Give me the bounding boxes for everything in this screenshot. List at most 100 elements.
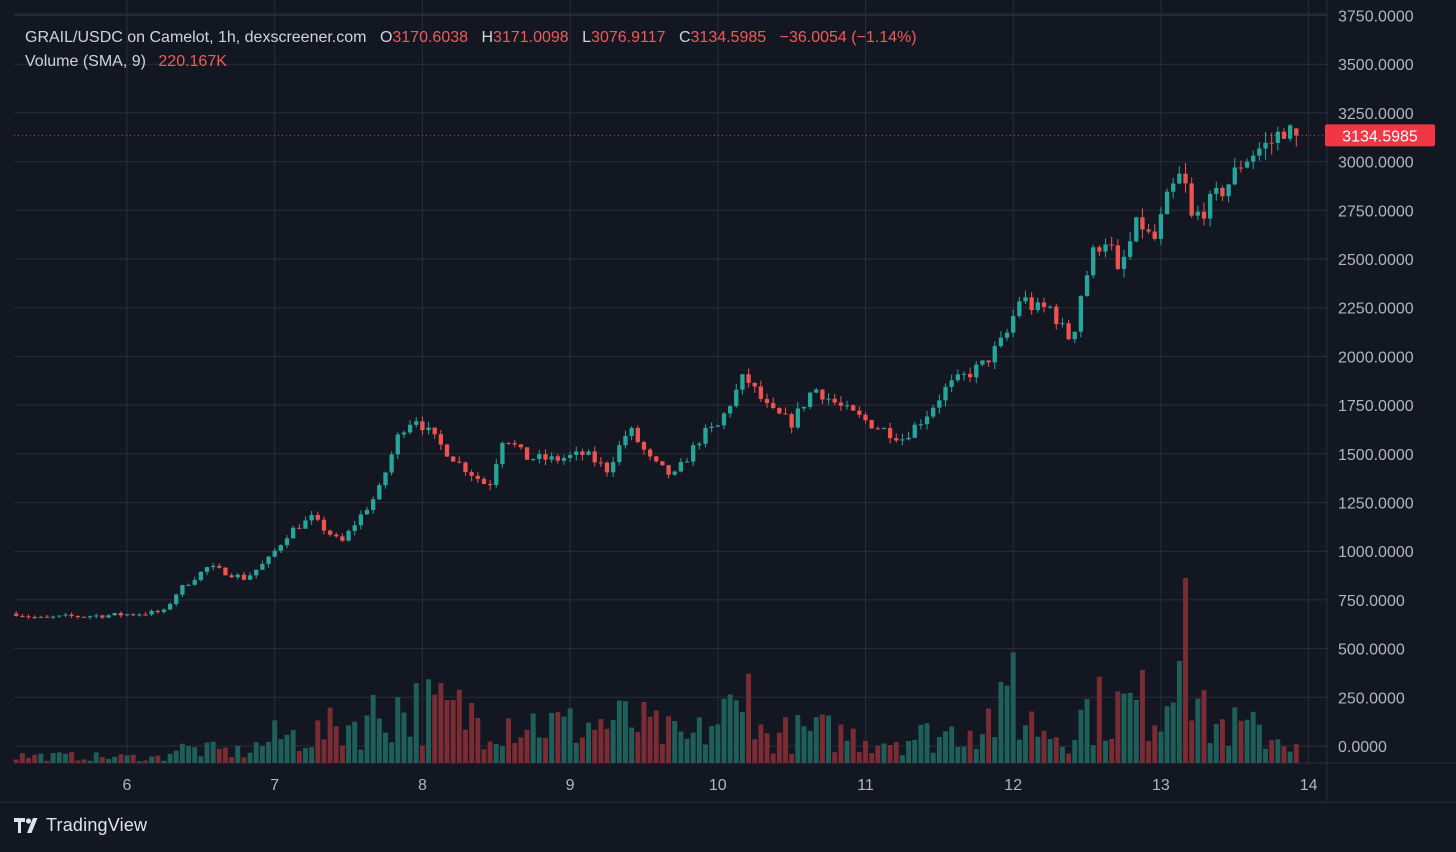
volume-bar bbox=[1115, 691, 1121, 763]
close-value: 3134.5985 bbox=[690, 29, 767, 46]
volume-bar bbox=[296, 751, 302, 763]
volume-bar bbox=[278, 739, 284, 763]
candle-body bbox=[727, 406, 733, 414]
candle-body bbox=[211, 565, 216, 568]
candle-body bbox=[1127, 241, 1133, 257]
volume-bar bbox=[99, 757, 105, 763]
candle-body bbox=[1041, 302, 1047, 307]
candle-body bbox=[1269, 142, 1274, 144]
volume-bar bbox=[223, 747, 228, 763]
volume-bar bbox=[844, 740, 850, 763]
volume-bar bbox=[881, 743, 887, 763]
candle-body bbox=[641, 442, 647, 450]
volume-bar bbox=[487, 741, 493, 763]
candle-body bbox=[106, 615, 111, 618]
volume-bar bbox=[303, 748, 308, 763]
volume-bar bbox=[253, 742, 259, 763]
time-tick-label: 7 bbox=[270, 777, 279, 794]
candle-body bbox=[992, 346, 997, 363]
volume-bar bbox=[118, 754, 124, 763]
candle-body bbox=[586, 451, 591, 455]
candle-body bbox=[241, 574, 247, 580]
candle-body bbox=[487, 483, 493, 486]
volume-bar bbox=[241, 757, 247, 763]
volume-bar bbox=[918, 724, 924, 763]
volume-bar bbox=[456, 689, 462, 763]
volume-bar bbox=[949, 726, 955, 763]
volume-bar bbox=[1084, 699, 1090, 763]
candle-body bbox=[1023, 297, 1028, 302]
volume-bar bbox=[524, 729, 530, 763]
volume-bar bbox=[284, 734, 290, 763]
volume-bar bbox=[795, 714, 801, 763]
open-label: O bbox=[379, 29, 393, 46]
candle-body bbox=[1207, 193, 1213, 219]
candle-body bbox=[481, 478, 487, 484]
volume-bar bbox=[783, 717, 788, 763]
candle-body bbox=[506, 442, 511, 444]
candle-body bbox=[592, 451, 597, 463]
candle-body bbox=[580, 451, 585, 455]
candle-body bbox=[604, 462, 610, 473]
candle-body bbox=[924, 416, 930, 425]
volume-bar bbox=[1041, 730, 1047, 763]
candle-body bbox=[432, 427, 437, 435]
volume-bar bbox=[555, 712, 561, 763]
volume-bar bbox=[358, 749, 364, 763]
candle-body bbox=[278, 545, 284, 551]
volume-bar bbox=[998, 681, 1004, 763]
candle-body bbox=[887, 428, 893, 439]
candle-body bbox=[1060, 323, 1065, 325]
candle-body bbox=[272, 550, 277, 557]
chart-legend: GRAIL/USDC on Camelot, 1h, dexscreener.c… bbox=[25, 26, 917, 74]
candle-body bbox=[438, 434, 444, 445]
symbol-title[interactable]: GRAIL/USDC on Camelot, 1h, dexscreener.c… bbox=[25, 29, 367, 46]
volume-bar bbox=[869, 753, 875, 763]
candle-body bbox=[26, 616, 31, 618]
tradingview-logo[interactable]: TradingView bbox=[14, 815, 147, 836]
candle-body bbox=[247, 575, 253, 580]
time-tick-label: 13 bbox=[1152, 777, 1170, 794]
volume-bar bbox=[653, 710, 659, 763]
candle-body bbox=[383, 472, 388, 486]
candle-body bbox=[1232, 167, 1237, 185]
volume-bar bbox=[1133, 700, 1139, 763]
candle-body bbox=[1084, 275, 1090, 296]
volume-bar bbox=[924, 723, 930, 763]
candle-body bbox=[50, 616, 56, 618]
candle-body bbox=[217, 565, 222, 568]
volume-bar bbox=[81, 759, 87, 763]
price-tick-label: 2000.0000 bbox=[1338, 349, 1414, 366]
candle-body bbox=[143, 614, 148, 616]
volume-bar bbox=[130, 754, 136, 763]
time-tick-label: 12 bbox=[1004, 777, 1022, 794]
price-tick-label: 2500.0000 bbox=[1338, 252, 1414, 269]
volume-bar bbox=[832, 752, 838, 763]
volume-bar bbox=[26, 757, 31, 763]
volume-bar bbox=[1226, 745, 1232, 763]
volume-bar bbox=[444, 700, 450, 763]
volume-bar bbox=[259, 745, 265, 763]
candle-body bbox=[260, 563, 265, 570]
volume-bar bbox=[727, 694, 733, 763]
volume-bar bbox=[124, 755, 130, 763]
volume-bar bbox=[518, 737, 524, 763]
volume-indicator-label[interactable]: Volume (SMA, 9) bbox=[25, 53, 146, 70]
candle-body bbox=[801, 406, 807, 409]
price-tick-label: 3000.0000 bbox=[1338, 155, 1414, 172]
tradingview-logo-icon bbox=[14, 817, 38, 833]
volume-bar bbox=[1121, 693, 1127, 763]
candle-body bbox=[777, 408, 782, 414]
volume-bar bbox=[370, 694, 376, 763]
volume-bar bbox=[395, 697, 401, 763]
volume-bar bbox=[1232, 707, 1238, 763]
last-price-tag bbox=[1325, 124, 1435, 147]
volume-bar bbox=[752, 739, 758, 763]
candle-body bbox=[937, 400, 942, 408]
volume-bar bbox=[979, 734, 985, 763]
candle-body bbox=[1109, 244, 1114, 246]
volume-bar bbox=[155, 755, 161, 763]
volume-bar bbox=[438, 683, 444, 763]
